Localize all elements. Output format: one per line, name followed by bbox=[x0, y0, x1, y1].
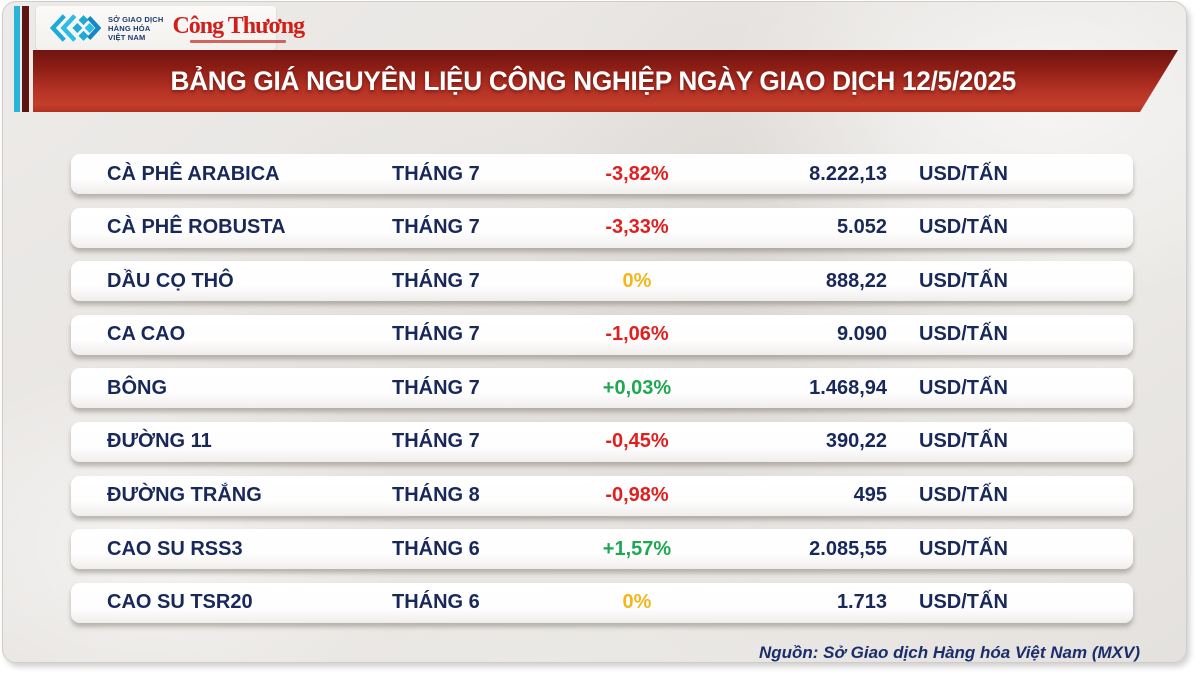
change-percent: 0% bbox=[622, 269, 652, 292]
table-row: CA CAO THÁNG 7 -1,06% 9.090 USD/TẤN bbox=[71, 314, 1133, 355]
commodity-name: CA CAO bbox=[107, 323, 186, 346]
price-table: CÀ PHÊ ARABICA THÁNG 7 -3,82% 8.222,13 U… bbox=[71, 154, 1133, 623]
price-unit: USD/TẤN bbox=[919, 430, 1008, 453]
price-value: 5.052 bbox=[836, 216, 887, 239]
congthuong-wordmark: Công Thương bbox=[172, 12, 305, 39]
table-row: BÔNG THÁNG 7 +0,03% 1.468,94 USD/TẤN bbox=[71, 368, 1133, 409]
mxv-name-line: SỞ GIAO DỊCH bbox=[108, 14, 164, 24]
price-value: 390,22 bbox=[825, 430, 887, 453]
table-row: ĐƯỜNG TRẮNG THÁNG 8 -0,98% 495 USD/TẤN bbox=[71, 475, 1133, 516]
table-row: DẦU CỌ THÔ THÁNG 7 0% 888,22 USD/TẤN bbox=[71, 261, 1133, 302]
price-unit: USD/TẤN bbox=[919, 537, 1008, 560]
left-accent-maroon-bar bbox=[22, 6, 29, 112]
price-unit: USD/TẤN bbox=[919, 216, 1008, 239]
congthuong-tagline-bar bbox=[190, 39, 287, 43]
commodity-name: CAO SU TSR20 bbox=[107, 591, 253, 614]
logo-box: SỞ GIAO DỊCH HÀNG HÓA VIỆT NAM Công Thươ… bbox=[36, 6, 305, 50]
commodity-name: DẦU CỌ THÔ bbox=[107, 269, 234, 292]
price-unit: USD/TẤN bbox=[919, 376, 1008, 399]
price-value: 888,22 bbox=[825, 269, 887, 292]
contract-month: THÁNG 7 bbox=[392, 269, 480, 292]
mxv-name-line: HÀNG HÓA bbox=[108, 23, 151, 33]
left-accent-cyan-bar bbox=[14, 6, 20, 112]
mxv-name-line: VIỆT NAM bbox=[108, 32, 146, 42]
table-row: CÀ PHÊ ARABICA THÁNG 7 -3,82% 8.222,13 U… bbox=[71, 154, 1133, 194]
commodity-name: ĐƯỜNG 11 bbox=[107, 430, 212, 453]
price-value: 2.085,55 bbox=[809, 537, 887, 560]
table-row: ĐƯỜNG 11 THÁNG 7 -0,45% 390,22 USD/TẤN bbox=[71, 421, 1133, 462]
change-percent: -3,33% bbox=[605, 216, 669, 239]
commodity-name: BÔNG bbox=[107, 376, 167, 399]
change-percent: +1,57% bbox=[602, 537, 672, 560]
table-row: CAO SU RSS3 THÁNG 6 +1,57% 2.085,55 USD/… bbox=[71, 529, 1133, 570]
source-note: Nguồn: Sở Giao dịch Hàng hóa Việt Nam (M… bbox=[758, 643, 1140, 662]
congthuong-logo: Công Thương bbox=[172, 12, 305, 43]
contract-month: THÁNG 7 bbox=[392, 216, 480, 239]
price-unit: USD/TẤN bbox=[919, 323, 1008, 346]
change-percent: -0,98% bbox=[605, 484, 669, 507]
page-title: BẢNG GIÁ NGUYÊN LIỆU CÔNG NGHIỆP NGÀY GI… bbox=[170, 65, 1016, 96]
contract-month: THÁNG 7 bbox=[392, 430, 480, 453]
contract-month: THÁNG 8 bbox=[392, 484, 480, 507]
table-row: CAO SU TSR20 THÁNG 6 0% 1.713 USD/TẤN bbox=[71, 582, 1133, 623]
mxv-logo-icon bbox=[49, 14, 101, 42]
contract-month: THÁNG 7 bbox=[392, 162, 480, 185]
table-row: CÀ PHÊ ROBUSTA THÁNG 7 -3,33% 5.052 USD/… bbox=[71, 207, 1133, 248]
contract-month: THÁNG 6 bbox=[392, 591, 480, 614]
commodity-name: ĐƯỜNG TRẮNG bbox=[107, 484, 262, 507]
price-unit: USD/TẤN bbox=[919, 484, 1008, 507]
infographic-card: SỞ GIAO DỊCH HÀNG HÓA VIỆT NAM Công Thươ… bbox=[2, 1, 1187, 663]
change-percent: +0,03% bbox=[602, 376, 672, 399]
change-percent: -0,45% bbox=[605, 430, 669, 453]
price-value: 495 bbox=[853, 484, 887, 507]
price-unit: USD/TẤN bbox=[919, 162, 1008, 185]
change-percent: -3,82% bbox=[605, 162, 669, 185]
commodity-name: CÀ PHÊ ROBUSTA bbox=[107, 216, 286, 239]
title-banner: BẢNG GIÁ NGUYÊN LIỆU CÔNG NGHIỆP NGÀY GI… bbox=[33, 50, 1178, 112]
price-unit: USD/TẤN bbox=[919, 269, 1008, 292]
price-value: 9.090 bbox=[836, 323, 887, 346]
contract-month: THÁNG 7 bbox=[392, 323, 480, 346]
change-percent: -1,06% bbox=[605, 323, 669, 346]
commodity-name: CAO SU RSS3 bbox=[107, 537, 243, 560]
contract-month: THÁNG 6 bbox=[392, 537, 480, 560]
contract-month: THÁNG 7 bbox=[392, 376, 480, 399]
price-unit: USD/TẤN bbox=[919, 591, 1008, 614]
price-value: 1.468,94 bbox=[809, 376, 887, 399]
mxv-name: SỞ GIAO DỊCH HÀNG HÓA VIỆT NAM bbox=[108, 15, 163, 42]
price-value: 1.713 bbox=[836, 591, 887, 614]
price-value: 8.222,13 bbox=[809, 162, 887, 185]
commodity-name: CÀ PHÊ ARABICA bbox=[107, 162, 280, 185]
change-percent: 0% bbox=[622, 591, 652, 614]
